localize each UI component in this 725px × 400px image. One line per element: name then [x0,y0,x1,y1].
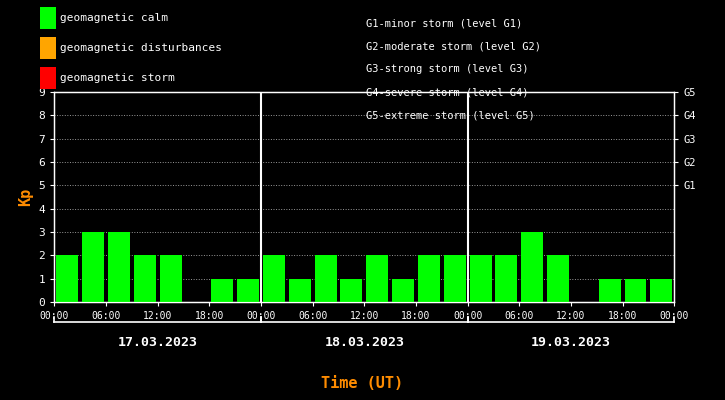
Bar [263,255,285,302]
Bar [521,232,543,302]
Bar [444,255,465,302]
Bar [547,255,569,302]
Bar [108,232,130,302]
Bar [392,279,414,302]
Bar [160,255,181,302]
Bar [418,255,440,302]
Text: geomagnetic storm: geomagnetic storm [60,73,175,83]
Bar [676,279,698,302]
Y-axis label: Kp: Kp [18,188,33,206]
Text: G4-severe storm (level G4): G4-severe storm (level G4) [366,88,529,98]
Bar [82,232,104,302]
Text: G1-minor storm (level G1): G1-minor storm (level G1) [366,18,523,28]
Text: G2-moderate storm (level G2): G2-moderate storm (level G2) [366,41,541,51]
Text: geomagnetic calm: geomagnetic calm [60,13,168,23]
Bar [624,279,647,302]
Bar [289,279,311,302]
Bar [366,255,388,302]
Text: geomagnetic disturbances: geomagnetic disturbances [60,43,222,53]
Bar [315,255,336,302]
Bar [650,279,672,302]
Bar [134,255,156,302]
Bar [237,279,259,302]
Bar [470,255,492,302]
Text: G5-extreme storm (level G5): G5-extreme storm (level G5) [366,111,535,121]
Bar [57,255,78,302]
Bar [599,279,621,302]
Bar [702,255,724,302]
Text: G3-strong storm (level G3): G3-strong storm (level G3) [366,64,529,74]
Text: 18.03.2023: 18.03.2023 [324,336,405,348]
Bar [495,255,518,302]
Text: 17.03.2023: 17.03.2023 [117,336,198,348]
Bar [341,279,362,302]
Text: Time (UT): Time (UT) [321,376,404,392]
Text: 19.03.2023: 19.03.2023 [531,336,611,348]
Bar [211,279,233,302]
